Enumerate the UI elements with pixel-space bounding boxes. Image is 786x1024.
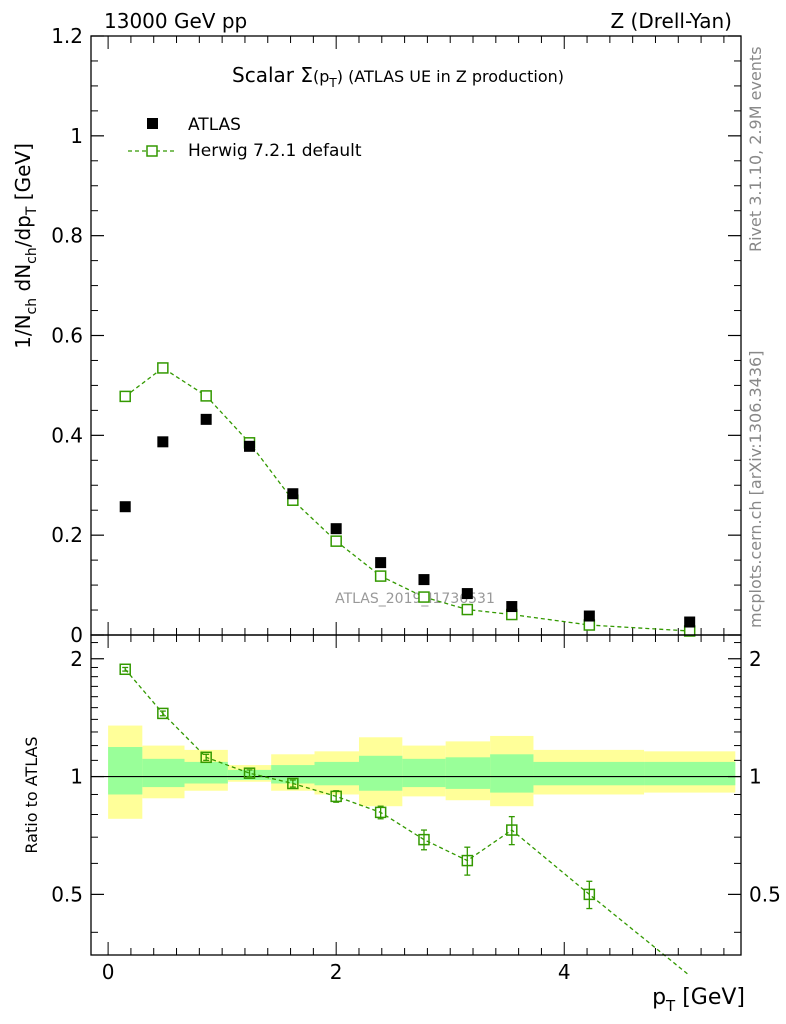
data-point xyxy=(506,601,518,613)
ylabel-sub1: ch xyxy=(24,298,40,315)
band-inner xyxy=(314,761,359,786)
legend-mc-marker xyxy=(146,145,158,157)
x-tick-label: 0 xyxy=(102,960,115,984)
title-close: ) (ATLAS UE in Z production) xyxy=(337,67,564,86)
x-tick-label: 2 xyxy=(330,960,343,984)
ratio-point xyxy=(418,833,430,846)
ratio-frame xyxy=(90,634,742,956)
ratio-point xyxy=(157,707,169,720)
mc-point xyxy=(200,390,212,402)
ylabel-d: [GeV] xyxy=(11,143,35,206)
ylabel-a: 1/N xyxy=(11,314,35,348)
mc-point xyxy=(418,591,430,603)
band-inner xyxy=(108,747,143,795)
ratio-y-label: Ratio to ATLAS xyxy=(22,736,41,853)
title-a: Scalar xyxy=(232,63,300,87)
band-inner xyxy=(533,761,645,786)
band-inner xyxy=(358,755,403,791)
mc-series xyxy=(119,362,696,637)
mc-point xyxy=(157,362,169,374)
data-point xyxy=(119,501,131,513)
ratio-point xyxy=(119,663,131,676)
ratio-tick-labels: 0.5 0.5 1 1 2 2 0 2 4 xyxy=(51,647,781,984)
main-y-tick-label: 0.6 xyxy=(51,324,83,348)
ratio-y-tick-label-right: 2 xyxy=(749,647,762,671)
title-sigma: Σ xyxy=(300,63,313,87)
x-axis-label: pT [GeV] xyxy=(652,985,745,1015)
ratio-point xyxy=(374,806,387,819)
mc-point xyxy=(374,570,387,582)
ratio-point xyxy=(583,888,596,901)
xlabel-a: p xyxy=(652,985,666,1010)
ratio-y-tick-label: 0.5 xyxy=(51,882,83,906)
ratio-point xyxy=(330,790,342,803)
ratio-series xyxy=(119,663,691,977)
watermark: ATLAS_2019_I1736531 xyxy=(335,591,495,607)
ratio-point xyxy=(287,777,299,790)
data-point xyxy=(583,610,595,622)
xlabel-sub: T xyxy=(665,997,676,1015)
legend-data-label: ATLAS xyxy=(188,115,241,135)
data-point xyxy=(330,523,342,535)
mcplots-label: mcplots.cern.ch [arXiv:1306.3436] xyxy=(746,351,765,628)
ratio-y-tick-label-right: 0.5 xyxy=(749,882,781,906)
ylabel-sub2: ch xyxy=(24,247,40,264)
mc-point xyxy=(119,390,131,403)
band-inner xyxy=(271,765,315,784)
band-inner xyxy=(184,761,228,784)
main-y-tick-label: 0.2 xyxy=(51,523,83,547)
main-y-tick-label: 1.2 xyxy=(51,24,83,48)
legend: ATLAS Herwig 7.2.1 default xyxy=(128,115,362,161)
header-left: 13000 GeV pp xyxy=(104,9,247,33)
ylabel-b: dN xyxy=(11,264,35,298)
mc-point xyxy=(330,535,342,547)
main-y-tick-label: 0.4 xyxy=(51,423,83,447)
data-point xyxy=(200,413,212,425)
title-open: (p xyxy=(313,67,329,86)
main-y-tick-label: 0.8 xyxy=(51,224,83,248)
band-inner xyxy=(402,758,446,788)
data-point xyxy=(418,574,430,586)
data-point xyxy=(287,488,299,500)
uncertainty-bands xyxy=(108,725,736,819)
ratio-y-tick-label-right: 1 xyxy=(749,765,762,789)
ratio-y-tick-label: 2 xyxy=(70,647,83,671)
ratio-point xyxy=(200,751,212,764)
ratio-panel: 0.5 0.5 1 1 2 2 0 2 4 Ratio to ATLAS pT [GeV] xyxy=(22,634,781,1015)
rivet-label: Rivet 3.1.10, 2.9M events xyxy=(746,46,765,252)
ylabel-c: /dp xyxy=(11,215,35,247)
main-y-tick-labels: 0 0.2 0.4 0.6 0.8 1 1.2 xyxy=(51,24,83,647)
data-point xyxy=(375,557,387,569)
main-y-label: 1/Nch dNch/dpT [GeV] xyxy=(11,143,40,349)
ratio-y-tick-label: 1 xyxy=(70,765,83,789)
chart-title: Scalar Σ(pT) (ATLAS UE in Z production) xyxy=(232,63,564,90)
data-series xyxy=(119,413,696,628)
band-inner xyxy=(445,757,491,789)
ratio-ticks xyxy=(91,635,741,955)
title-sub: T xyxy=(328,76,337,90)
data-point xyxy=(157,436,169,448)
ratio-line xyxy=(124,668,691,977)
band-inner xyxy=(142,758,185,788)
mc-point xyxy=(461,603,474,616)
main-y-tick-label: 1 xyxy=(70,124,83,148)
ratio-point xyxy=(506,824,518,836)
x-tick-label: 4 xyxy=(558,960,571,984)
legend-data-marker xyxy=(147,118,158,129)
data-point xyxy=(684,616,696,628)
mc-line xyxy=(124,367,690,632)
main-y-tick-label: 0 xyxy=(70,623,83,647)
band-inner xyxy=(490,754,534,793)
main-panel: ATLAS_2019_I1736531 0 0.2 0.4 0.6 0.8 1 1.2 Sc… xyxy=(11,24,742,647)
ratio-point xyxy=(461,854,474,867)
data-point xyxy=(244,440,256,452)
ratio-point xyxy=(243,767,256,779)
data-point xyxy=(461,588,473,600)
legend-mc-label: Herwig 7.2.1 default xyxy=(188,141,362,161)
header-right: Z (Drell-Yan) xyxy=(610,9,732,33)
xlabel-b: [GeV] xyxy=(675,985,745,1010)
ylabel-sub3: T xyxy=(24,206,40,216)
band-inner xyxy=(644,761,736,786)
